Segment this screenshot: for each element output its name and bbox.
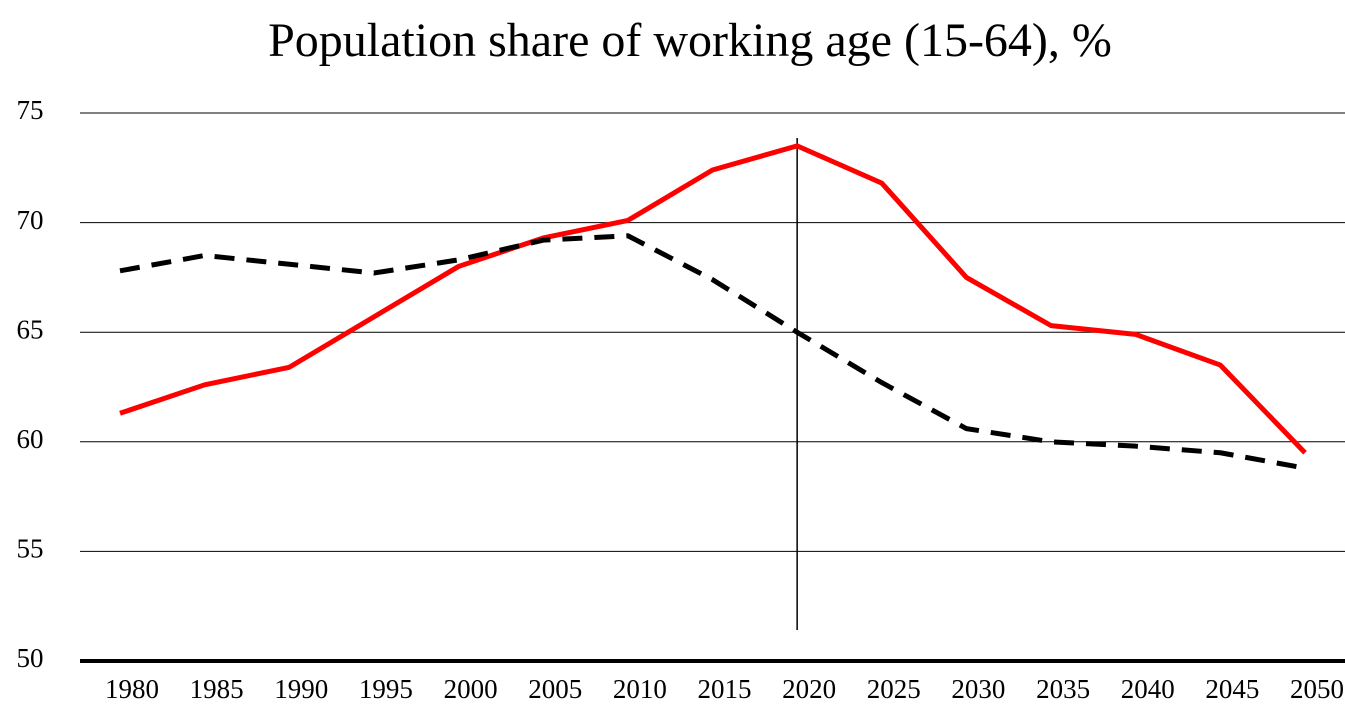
x-tick-label: 2035 <box>1036 674 1090 704</box>
y-tick-label: 75 <box>17 95 44 125</box>
x-tick-label: 2015 <box>698 674 752 704</box>
line-series <box>119 233 1306 471</box>
y-tick-label: 60 <box>17 424 44 454</box>
x-tick-label: 1990 <box>274 674 328 704</box>
x-tick-label: 2030 <box>951 674 1005 704</box>
x-tick-label: 2005 <box>528 674 582 704</box>
x-tick-label: 1980 <box>105 674 159 704</box>
x-tick-label: 2050 <box>1290 674 1344 704</box>
y-tick-label: 70 <box>17 205 44 235</box>
x-tick-label: 2000 <box>444 674 498 704</box>
x-tick-label: 2010 <box>613 674 667 704</box>
y-tick-label: 55 <box>17 534 44 564</box>
line-series <box>119 143 1307 455</box>
x-tick-label: 2025 <box>867 674 921 704</box>
x-tick-label: 2040 <box>1121 674 1175 704</box>
x-tick-label: 1985 <box>190 674 244 704</box>
x-tick-label: 2020 <box>782 674 836 704</box>
y-tick-label: 50 <box>17 643 44 673</box>
x-tick-label: 2045 <box>1205 674 1259 704</box>
y-tick-label: 65 <box>17 314 44 344</box>
x-tick-label: 1995 <box>359 674 413 704</box>
chart-title: Population share of working age (15-64),… <box>268 14 1112 67</box>
